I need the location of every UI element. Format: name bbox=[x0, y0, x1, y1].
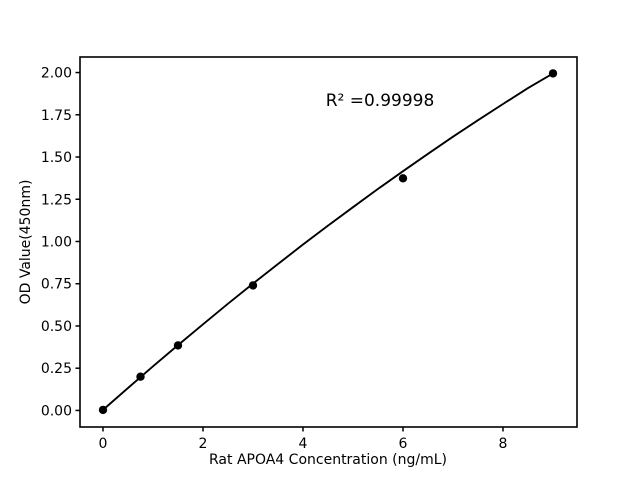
y-tick-label: 0.75 bbox=[41, 277, 72, 293]
x-tick-label: 0 bbox=[99, 436, 108, 452]
data-point bbox=[548, 69, 558, 78]
y-tick-label: 1.75 bbox=[41, 108, 72, 124]
x-axis-label: Rat APOA4 Concentration (ng/mL) bbox=[209, 452, 447, 468]
data-point bbox=[173, 341, 183, 350]
data-point bbox=[398, 174, 408, 183]
y-tick-label: 0.50 bbox=[41, 319, 72, 335]
y-axis-label: OD Value(450nm) bbox=[18, 180, 34, 305]
y-tick-label: 2.00 bbox=[41, 66, 72, 82]
r-squared-annotation: R² =0.99998 bbox=[326, 91, 435, 111]
data-point bbox=[248, 281, 258, 290]
y-tick-label: 0.25 bbox=[41, 361, 72, 377]
x-tick-label: 8 bbox=[499, 436, 508, 452]
y-tick-label: 1.00 bbox=[41, 234, 72, 250]
x-tick-label: 4 bbox=[299, 436, 308, 452]
y-tick-label: 1.25 bbox=[41, 192, 72, 208]
y-tick-label: 1.50 bbox=[41, 150, 72, 166]
x-tick-label: 2 bbox=[199, 436, 208, 452]
plot-area: 0 2 4 6 8 0.00 0.25 0.50 0.75 1.00 1.25 1.50 1.75 2.0… bbox=[41, 56, 578, 452]
data-point bbox=[98, 405, 108, 415]
fit-line bbox=[102, 72, 554, 411]
plot-frame bbox=[79, 56, 578, 428]
x-tick-label: 6 bbox=[399, 436, 408, 452]
y-tick-label: 0.00 bbox=[41, 403, 72, 419]
data-point bbox=[136, 372, 145, 381]
